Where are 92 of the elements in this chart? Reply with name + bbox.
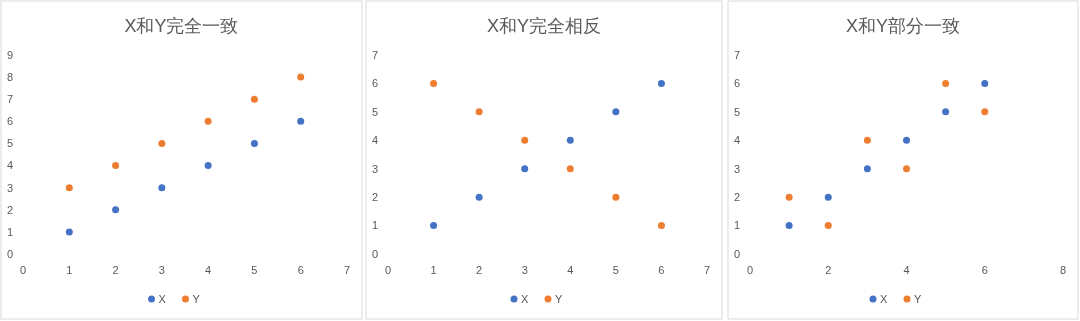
point: [250, 139, 258, 147]
x-tick-label: 1: [430, 264, 437, 276]
x-tick-label: 5: [251, 264, 258, 276]
y-tick-label: 5: [6, 137, 14, 150]
point: [112, 162, 120, 170]
chart-title: X和Y完全一致: [124, 16, 239, 36]
y-tick-label: 2: [733, 190, 741, 203]
x-tick-label: 6: [981, 264, 988, 276]
point: [521, 165, 529, 173]
point: [475, 193, 483, 201]
x-tick-label: 1: [66, 264, 73, 276]
chart-title: X和Y完全相反: [486, 16, 602, 36]
y-tick-label: 6: [6, 115, 14, 128]
y-tick-label: 4: [733, 134, 741, 147]
x-tick-label: 8: [1059, 264, 1067, 276]
y-tick-label: 4: [6, 159, 14, 172]
y-tick-label: 5: [733, 105, 741, 118]
x-tick-label: 0: [384, 264, 392, 276]
point: [942, 108, 950, 116]
point: [824, 193, 832, 201]
point: [863, 165, 871, 173]
x-tick-label: 4: [903, 264, 910, 276]
point: [566, 165, 574, 173]
y-tick-label: 0: [733, 247, 741, 260]
legend-label: Y: [555, 292, 563, 305]
point: [158, 184, 166, 192]
y-tick-label: 1: [371, 219, 379, 232]
y-tick-label: 7: [733, 48, 741, 61]
point: [785, 222, 793, 230]
y-tick-label: 3: [733, 162, 741, 175]
y-tick-label: 5: [371, 105, 379, 118]
x-tick-label: 6: [297, 264, 304, 276]
x-tick-label: 7: [703, 264, 711, 276]
y-tick-label: 3: [371, 162, 379, 175]
x-tick-label: 6: [658, 264, 665, 276]
point: [981, 79, 989, 87]
point: [903, 165, 910, 173]
x-tick-label: 3: [158, 264, 165, 276]
chart-title: X和Y部分一致: [845, 16, 961, 36]
point: [430, 222, 438, 230]
point: [863, 136, 871, 144]
x-tick-label: 0: [19, 264, 27, 276]
y-tick-label: 6: [733, 77, 741, 90]
y-tick-label: 3: [6, 181, 14, 194]
x-tick-label: 5: [612, 264, 619, 276]
x-tick-label: 2: [476, 264, 483, 276]
x-tick-label: 3: [521, 264, 528, 276]
y-tick-label: 0: [371, 247, 379, 260]
point: [65, 228, 73, 236]
point: [612, 193, 620, 201]
y-tick-label: 1: [6, 225, 14, 238]
y-tick-label: 4: [371, 134, 379, 147]
legend-label: X: [158, 292, 167, 305]
y-tick-label: 9: [6, 48, 14, 61]
legend-label: Y: [192, 292, 201, 305]
point: [657, 222, 665, 230]
point: [112, 206, 120, 214]
point: [65, 184, 73, 192]
point: [612, 108, 620, 116]
point: [785, 193, 793, 201]
point: [250, 95, 258, 103]
y-tick-label: 1: [733, 219, 741, 232]
point: [297, 117, 305, 125]
x-tick-label: 4: [567, 264, 574, 276]
legend-label: Y: [914, 292, 922, 305]
point: [297, 73, 305, 81]
y-tick-label: 7: [6, 93, 14, 106]
y-tick-label: 0: [6, 247, 14, 260]
point: [942, 79, 950, 87]
legend-label: X: [880, 292, 888, 305]
y-tick-label: 6: [371, 77, 379, 90]
point: [204, 117, 212, 125]
point: [824, 222, 832, 230]
point: [657, 79, 665, 87]
legend-label: X: [521, 292, 529, 305]
point: [158, 139, 166, 147]
x-tick-label: 7: [343, 264, 351, 276]
x-tick-label: 4: [205, 264, 212, 276]
y-tick-label: 8: [6, 70, 14, 83]
point: [475, 108, 483, 116]
x-tick-label: 2: [825, 264, 832, 276]
point: [903, 136, 910, 144]
point: [204, 162, 212, 170]
x-tick-label: 0: [746, 264, 754, 276]
point: [430, 79, 438, 87]
y-tick-label: 2: [6, 203, 14, 216]
y-tick-label: 7: [371, 48, 379, 61]
y-tick-label: 2: [371, 190, 379, 203]
point: [566, 136, 574, 144]
point: [521, 136, 529, 144]
point: [981, 108, 989, 116]
x-tick-label: 2: [112, 264, 119, 276]
